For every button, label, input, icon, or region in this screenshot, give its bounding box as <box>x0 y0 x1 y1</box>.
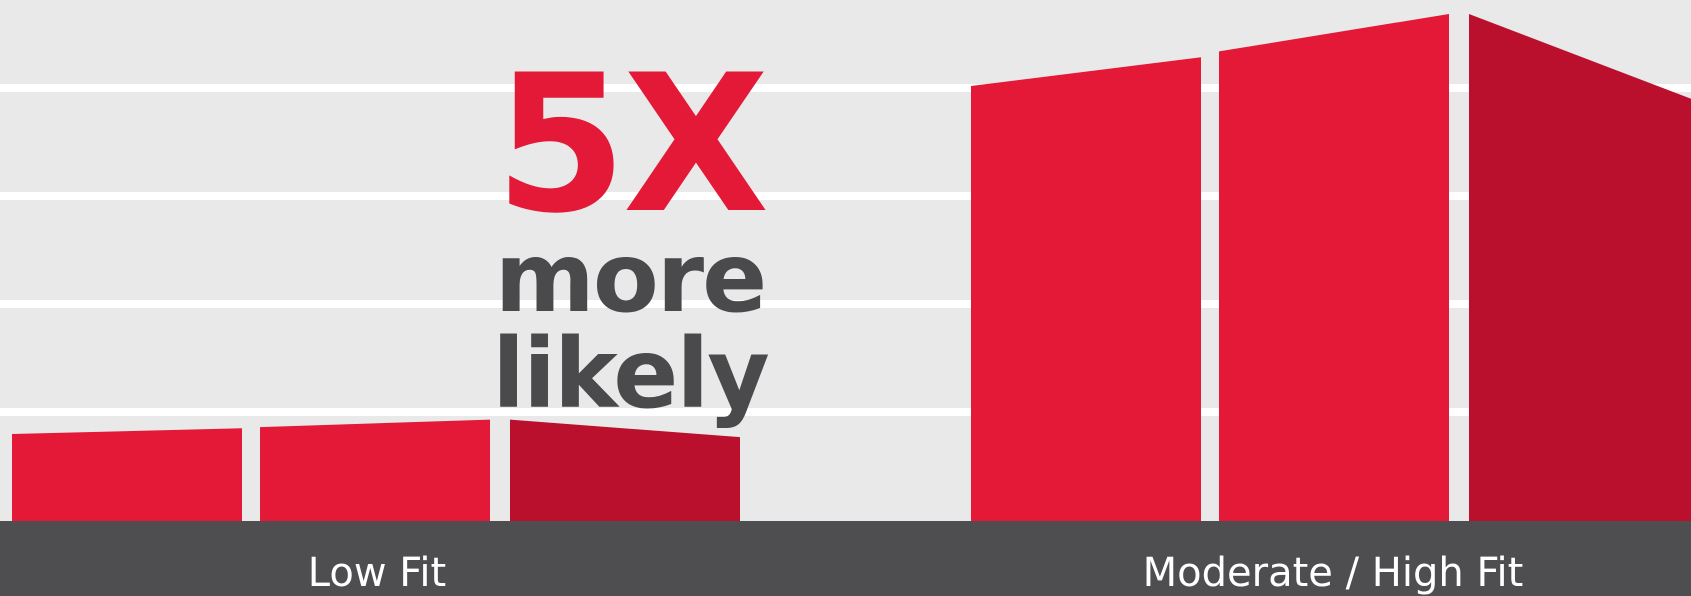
bars <box>12 14 1691 521</box>
bar-1-front-face <box>1219 14 1449 521</box>
gridline-0 <box>0 84 1691 92</box>
gridline-1 <box>0 192 1691 200</box>
category-axis-band <box>0 521 1691 596</box>
bar-0-left-face <box>12 428 242 521</box>
bar-0-side-face <box>510 419 740 521</box>
multiplier-text: 5X <box>494 34 770 255</box>
gridline-3 <box>0 408 1691 416</box>
comparison-callout: 5X more likely <box>380 34 880 430</box>
gridlines <box>0 84 1691 416</box>
bar-0-front-face <box>260 419 490 521</box>
bar-1-left-face <box>971 57 1201 521</box>
gridline-2 <box>0 300 1691 308</box>
more-likely-text: more likely <box>492 222 770 430</box>
category-label-low-fit: Low Fit <box>307 550 447 596</box>
category-label-moderate-high-fit: Moderate / High Fit <box>1142 550 1524 596</box>
bar-1-side-face <box>1469 14 1691 521</box>
